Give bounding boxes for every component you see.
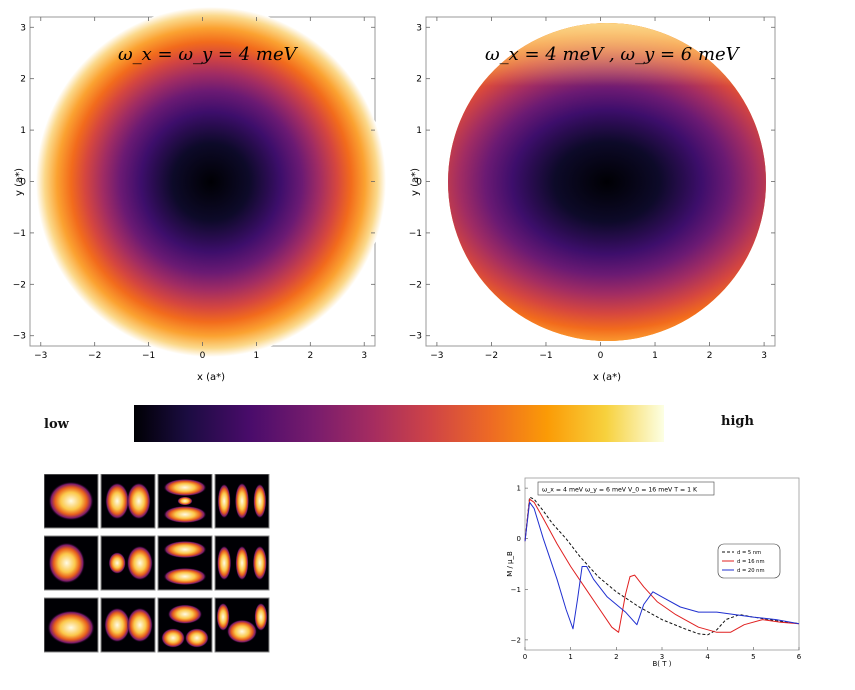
x-tick-label: −2 (88, 351, 101, 361)
x-axis-label: B( T ) (653, 660, 672, 668)
x-tick-label: −1 (142, 351, 155, 361)
orbital-thumbnail (214, 535, 270, 591)
x-tick-label: −3 (430, 351, 443, 361)
x-tick-label: −1 (539, 351, 552, 361)
legend-entry: d = 20 nm (737, 568, 765, 574)
orbital-thumbnail (157, 535, 213, 591)
orbital-thumbnail (100, 597, 156, 653)
magnetization-line-chart: 0 1 2 3 4 5 6 1 0 −1 −2 ω_x = 4 meV ω_y = 6 meV V_… (506, 477, 802, 668)
panel-annotation: ω_x = ω_y = 4 meV (118, 44, 299, 65)
x-tick-label: −3 (34, 351, 47, 361)
y-tick-label: 0 (517, 535, 521, 543)
y-tick-label: 2 (20, 75, 26, 85)
density-top-glow (448, 23, 766, 341)
y-tick-label: 1 (416, 126, 422, 136)
series-line (524, 498, 800, 633)
y-tick-label: −2 (13, 280, 26, 290)
colorbar-low-label: low (44, 417, 69, 432)
orbital-thumbnail (214, 597, 270, 653)
x-tick-label: 6 (797, 653, 802, 661)
colorbar (134, 405, 664, 442)
orbital-thumbnail (44, 597, 99, 653)
y-tick-label: 0 (416, 178, 422, 188)
y-axis-label: y (a*) (14, 168, 25, 196)
y-tick-label: 1 (517, 485, 521, 493)
orbital-thumbnail (44, 535, 99, 591)
panel-annotation: ω_x = 4 meV , ω_y = 6 meV (485, 44, 741, 65)
x-tick-label: −2 (485, 351, 498, 361)
orbital-thumbnail (157, 474, 213, 529)
axes: −3 −3 −2 −2 −1 −1 0 0 1 1 2 2 3 3 (13, 17, 375, 361)
y-tick-label: −1 (13, 229, 26, 239)
orbital-thumbnail (44, 474, 99, 529)
y-tick-label: −2 (409, 280, 422, 290)
density-disc (36, 7, 386, 357)
x-tick-label: 0 (523, 653, 527, 661)
x-tick-label: 3 (660, 653, 664, 661)
y-tick-label: −1 (511, 586, 521, 594)
legend: d = 5 nm d = 16 nm d = 20 nm (717, 543, 781, 579)
left-heatmap-plot: −3 −3 −2 −2 −1 −1 0 0 1 1 2 2 3 3 ω_x = ω_y = 4 meV x… (13, 7, 386, 383)
series-line (524, 501, 800, 630)
y-tick-label: −2 (511, 636, 521, 644)
series-line (524, 496, 800, 636)
x-tick-label: 1 (568, 653, 572, 661)
x-tick-label: 0 (200, 351, 206, 361)
y-axis-label: M / μ_B (506, 551, 514, 577)
orbital-thumbnail (214, 474, 270, 529)
y-tick-label: 2 (416, 75, 422, 85)
info-text: ω_x = 4 meV ω_y = 6 meV V_0 = 16 meV T =… (542, 487, 698, 494)
y-tick-label: −3 (409, 332, 422, 342)
y-tick-label: −1 (409, 229, 422, 239)
y-tick-label: 3 (20, 23, 26, 33)
x-axis-label: x (a*) (593, 372, 621, 383)
x-tick-label: 2 (614, 653, 618, 661)
orbital-thumbnail (157, 597, 213, 653)
colorbar-high-label: high (721, 414, 754, 429)
y-tick-label: 0 (20, 178, 26, 188)
x-tick-label: 3 (761, 351, 767, 361)
x-tick-label: 1 (652, 351, 658, 361)
x-tick-label: 2 (707, 351, 713, 361)
info-box (537, 481, 715, 496)
orbital-thumbnail-grid (44, 474, 270, 653)
orbital-thumbnail (100, 535, 156, 591)
x-tick-label: 2 (307, 351, 313, 361)
y-tick-label: 3 (416, 23, 422, 33)
legend-entry: d = 16 nm (737, 559, 765, 565)
x-tick-label: 3 (361, 351, 367, 361)
orbital-thumbnail (100, 474, 156, 529)
x-tick-label: 5 (751, 653, 755, 661)
x-tick-label: 1 (254, 351, 260, 361)
axes: −3 −3 −2 −2 −1 −1 0 0 1 1 2 2 3 3 (409, 17, 775, 361)
x-axis-label: x (a*) (197, 372, 225, 383)
y-axis-label: y (a*) (410, 168, 421, 196)
x-tick-label: 0 (598, 351, 604, 361)
x-tick-label: 4 (705, 653, 710, 661)
y-tick-label: 1 (20, 126, 26, 136)
legend-entry: d = 5 nm (737, 550, 761, 556)
y-tick-label: −3 (13, 332, 26, 342)
right-heatmap-plot: −3 −3 −2 −2 −1 −1 0 0 1 1 2 2 3 3 ω_x = 4 meV , ω_y =… (409, 16, 776, 383)
